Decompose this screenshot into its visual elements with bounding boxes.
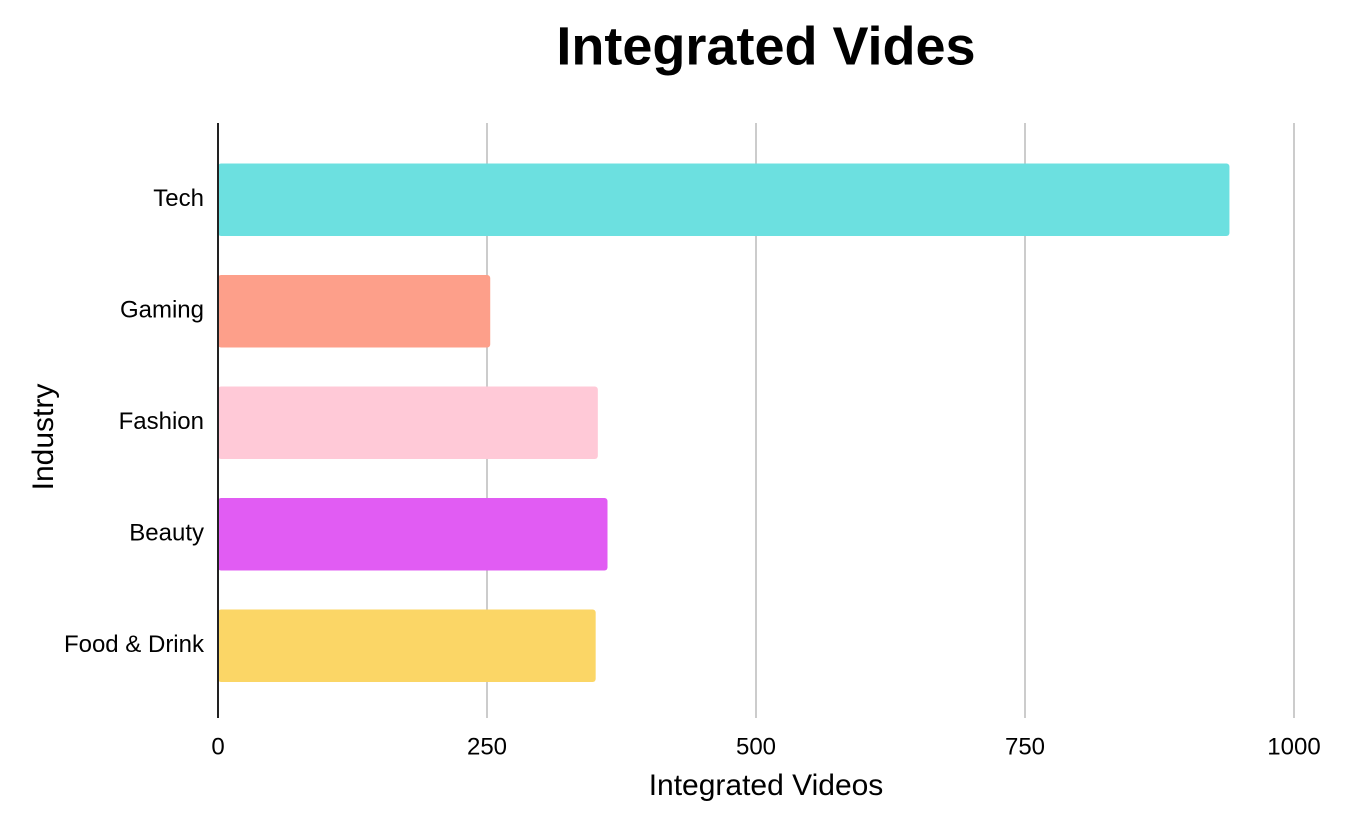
- y-tick-label: Tech: [153, 185, 204, 212]
- chart-title: Integrated Vides: [556, 16, 975, 76]
- x-axis-title: Integrated Videos: [649, 769, 884, 802]
- y-tick-label: Fashion: [119, 408, 204, 435]
- x-tick-label: 1000: [1267, 733, 1320, 760]
- bar: [218, 163, 1230, 236]
- y-tick-label: Gaming: [120, 297, 204, 324]
- bar: [218, 275, 491, 348]
- bar: [218, 386, 598, 459]
- y-axis-title: Industry: [27, 384, 60, 491]
- x-tick-label: 500: [736, 733, 776, 760]
- bar: [218, 498, 608, 571]
- x-tick-label: 0: [211, 733, 224, 760]
- y-tick-label: Beauty: [129, 520, 204, 547]
- x-tick-label: 250: [467, 733, 507, 760]
- y-tick-label: Food & Drink: [64, 631, 205, 658]
- x-tick-label: 750: [1005, 733, 1045, 760]
- bar: [218, 609, 596, 682]
